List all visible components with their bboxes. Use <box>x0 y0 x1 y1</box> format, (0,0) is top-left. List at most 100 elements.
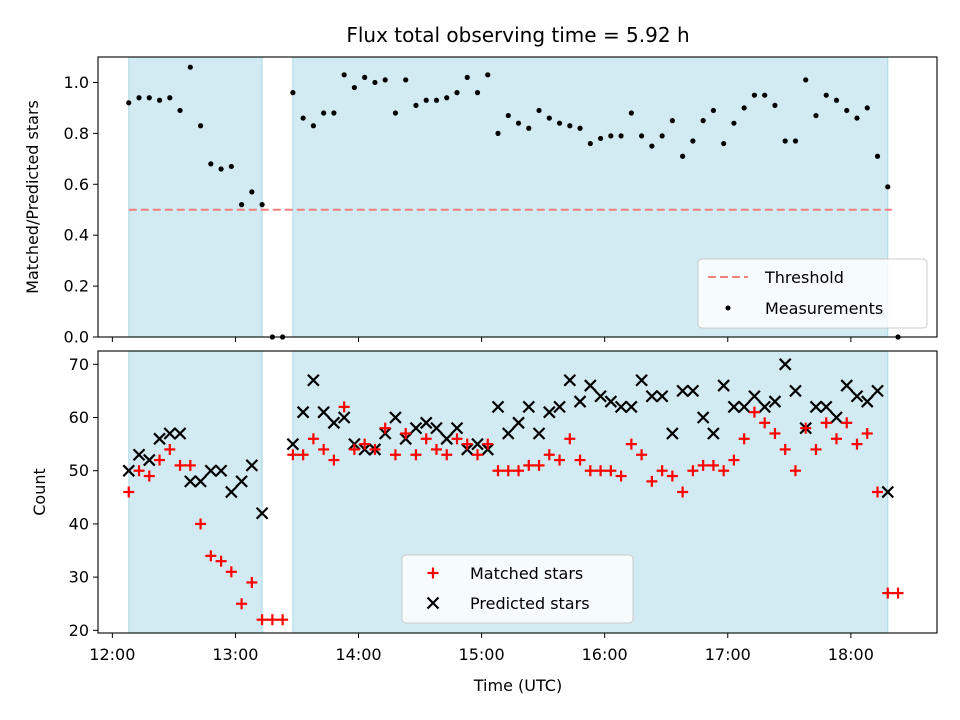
legend-predicted-swatch <box>426 596 440 610</box>
measurement-point <box>331 110 337 116</box>
predicted-star-marker <box>860 395 874 408</box>
matched-star-marker <box>205 550 217 562</box>
marker-stroke <box>225 485 238 499</box>
marker-stroke <box>194 475 207 488</box>
marker-stroke <box>625 400 638 414</box>
predicted-star-marker <box>532 427 546 440</box>
matched-star-marker <box>277 614 289 626</box>
measurement-point <box>556 120 563 126</box>
measurement-point <box>167 95 173 101</box>
y-tick-label: 1.0 <box>64 73 89 92</box>
measurement-point <box>382 77 388 83</box>
measurement-point <box>126 100 132 106</box>
measurement-point <box>772 102 778 108</box>
marker-stroke <box>604 395 618 408</box>
matched-star-marker <box>482 438 494 450</box>
measurement-point <box>567 123 573 129</box>
predicted-star-marker <box>235 475 248 488</box>
matched-star-marker <box>379 422 391 434</box>
measurement-point <box>341 72 347 78</box>
measurement-point <box>649 143 655 149</box>
marker-stroke <box>573 395 587 408</box>
marker-stroke <box>327 416 341 430</box>
matched-star-marker <box>420 433 432 445</box>
marker-stroke <box>840 379 854 392</box>
matched-star-marker <box>851 438 863 450</box>
bottom-panel: 20 30 40 50 60 70 12:00 13:00 14:00 15:00 16:00 17… <box>30 350 938 695</box>
matched-star-marker <box>297 449 309 461</box>
matched-star-marker <box>646 475 658 487</box>
marker-stroke <box>501 427 515 440</box>
marker-stroke <box>419 416 433 430</box>
y-tick-label: 0.6 <box>64 175 89 194</box>
matched-star-marker <box>718 465 730 477</box>
y-tick-label: 0.4 <box>64 226 89 245</box>
matched-star-marker <box>154 454 166 466</box>
marker-stroke <box>317 405 330 419</box>
measurement-point <box>618 133 624 139</box>
matched-star-marker <box>523 459 535 471</box>
measurement-point <box>823 92 829 98</box>
matched-star-marker <box>882 587 894 599</box>
marker-stroke <box>471 437 484 451</box>
predicted-star-marker <box>501 427 515 440</box>
measurement-point <box>700 118 706 124</box>
marker-stroke <box>255 507 269 520</box>
matched-star-marker <box>800 422 812 434</box>
measurement-point <box>218 166 224 172</box>
x-tick-label: 12:00 <box>89 645 135 664</box>
legend-measurements-swatch <box>725 305 731 311</box>
measurement-point <box>444 95 450 101</box>
measurement-point <box>710 107 717 114</box>
x-tick-label: 18:00 <box>828 645 874 664</box>
matched-star-marker <box>728 454 740 466</box>
marker-stroke <box>245 459 259 472</box>
marker-stroke <box>768 395 782 408</box>
measurement-point <box>228 163 234 170</box>
marker-stroke <box>440 432 454 446</box>
predicted-star-marker <box>512 416 525 430</box>
marker-stroke <box>122 464 136 477</box>
marker-stroke <box>594 389 607 403</box>
matched-star-marker <box>625 438 637 450</box>
predicted-star-marker <box>184 475 197 488</box>
marker-stroke <box>645 389 659 403</box>
measurement-point <box>259 202 265 208</box>
matched-star-marker <box>266 614 278 626</box>
matched-star-marker <box>841 417 853 429</box>
marker-stroke <box>143 453 156 467</box>
marker-stroke <box>789 384 802 398</box>
measurement-point <box>526 125 532 131</box>
predicted-star-marker <box>696 411 710 424</box>
measurement-point <box>515 120 522 126</box>
matched-star-marker <box>359 438 371 450</box>
measurement-point <box>454 90 460 96</box>
predicted-star-marker <box>717 379 730 392</box>
predicted-star-marker <box>604 395 618 408</box>
top-y-ticks: 0.0 0.2 0.4 0.6 0.8 1.0 <box>64 73 98 347</box>
matched-star-marker <box>246 576 258 588</box>
predicted-star-marker <box>430 421 443 435</box>
top-x-ticks <box>111 337 852 342</box>
predicted-star-marker <box>307 373 320 387</box>
predicted-star-marker <box>819 400 833 414</box>
legend-threshold-label: Threshold <box>764 268 844 287</box>
matched-star-marker <box>810 443 822 455</box>
predicted-star-marker <box>789 384 802 398</box>
measurement-point <box>249 189 255 195</box>
bottom-y-ticks: 20 30 40 50 60 70 <box>69 355 98 640</box>
matched-star-marker <box>789 465 801 477</box>
measurement-point <box>372 79 378 86</box>
measurement-point <box>433 97 440 103</box>
measurement-point <box>156 97 163 103</box>
predicted-star-marker <box>522 400 536 414</box>
marker-stroke <box>307 373 320 387</box>
marker-stroke <box>522 400 536 414</box>
predicted-star-marker <box>286 437 300 451</box>
marker-stroke <box>584 379 597 392</box>
predicted-star-marker <box>778 358 792 371</box>
shaded-interval <box>128 350 263 634</box>
matched-star-marker <box>328 454 340 466</box>
predicted-star-marker <box>471 437 484 451</box>
matched-star-marker <box>872 486 884 498</box>
